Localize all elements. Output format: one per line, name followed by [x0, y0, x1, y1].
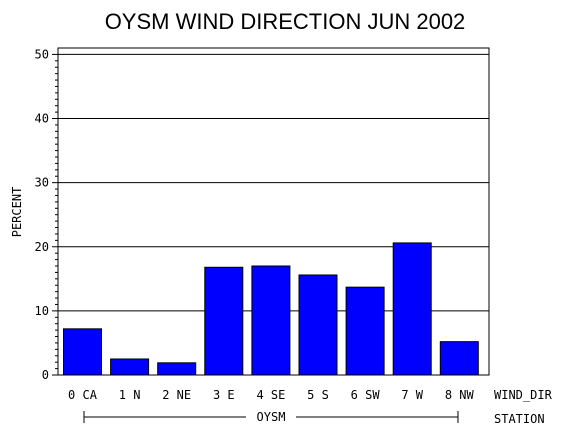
x-tick-label: 6 SW: [351, 388, 381, 402]
y-axis: 0 10 20 30 40 50: [35, 47, 58, 382]
y-tick-label: 30: [35, 176, 49, 190]
x-tick-label: 1 N: [119, 388, 141, 402]
x-tick-label: 5 S: [307, 388, 329, 402]
x-axis-label: WIND_DIR: [494, 388, 553, 402]
bar: [345, 286, 385, 376]
y-tick-label: 10: [35, 304, 49, 318]
y-tick-label: 0: [42, 368, 49, 382]
station-label: OYSM: [257, 410, 286, 424]
station-bracket: OYSM: [83, 410, 459, 424]
x-axis: 0 CA 1 N 2 NE 3 E 4 SE 5 S 6 SW 7 W 8 NW: [68, 388, 474, 402]
x-tick-label: 8 NW: [445, 388, 475, 402]
bar: [439, 341, 479, 376]
y-tick-label: 40: [35, 112, 49, 126]
plot-frame: [57, 47, 490, 376]
bar: [392, 242, 432, 376]
bars: [63, 242, 479, 376]
bar: [204, 266, 244, 376]
bar: [110, 358, 150, 376]
x-tick-label: 3 E: [213, 388, 235, 402]
y-tick-label: 20: [35, 240, 49, 254]
x-tick-label: 7 W: [401, 388, 423, 402]
x-tick-label: 4 SE: [256, 388, 285, 402]
chart-title: OYSM WIND DIRECTION JUN 2002: [105, 9, 466, 34]
bar: [63, 328, 102, 376]
x-tick-label: 0 CA: [68, 388, 98, 402]
station-axis-label: STATION: [494, 412, 545, 426]
bar: [251, 265, 291, 376]
y-axis-label: PERCENT: [10, 187, 24, 238]
bar: [298, 274, 338, 376]
bar: [157, 362, 197, 376]
x-tick-label: 2 NE: [162, 388, 191, 402]
y-tick-label: 50: [35, 47, 49, 61]
